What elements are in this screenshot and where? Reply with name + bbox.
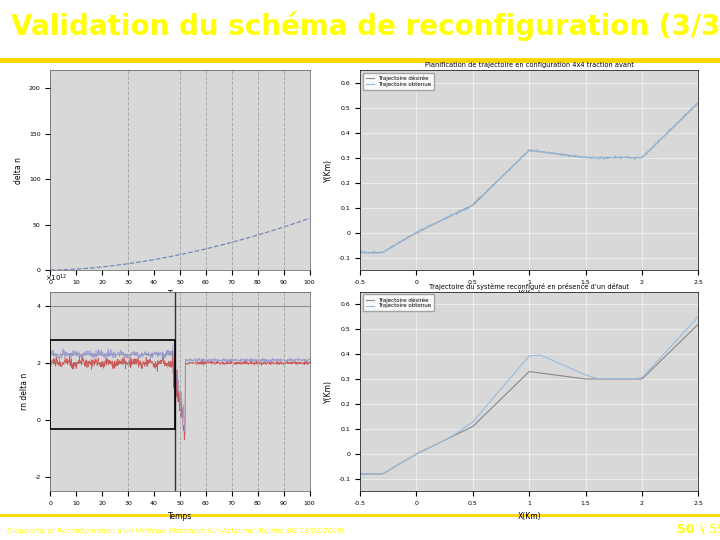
Text: \: \	[700, 523, 704, 536]
Legend: Trajectoire désirée, Trajectoire obtenue: Trajectoire désirée, Trajectoire obtenue	[363, 294, 434, 311]
Legend: Trajectoire désirée, Trajectoire obtenue: Trajectoire désirée, Trajectoire obtenue	[363, 73, 434, 90]
X-axis label: X(Km): X(Km)	[518, 291, 541, 299]
Title: Trajectoire du système reconfiguré en présence d’un défaut: Trajectoire du système reconfiguré en pr…	[429, 283, 629, 290]
X-axis label: Temps: Temps	[168, 512, 192, 521]
Y-axis label: Y(Km): Y(Km)	[324, 380, 333, 403]
Bar	[50, 340, 175, 429]
Y-axis label: rn delta n: rn delta n	[20, 373, 29, 410]
Y-axis label: Y(Km): Y(Km)	[324, 159, 333, 181]
X-axis label: X(Km): X(Km)	[518, 512, 541, 521]
Text: 50: 50	[678, 523, 695, 536]
X-axis label: Temps: Temps	[168, 291, 192, 299]
Title: Planification de trajectoire en configuration 4x4 traction avant: Planification de trajectoire en configur…	[425, 63, 634, 69]
Text: Validation du schéma de reconfiguration (3/3): Validation du schéma de reconfiguration …	[11, 12, 720, 41]
Text: Diagnostic et Reconfiguration d’un Véhicule Electrique Sur-Actionné (Equipe BG 1: Diagnostic et Reconfiguration d’un Véhic…	[7, 526, 344, 534]
Text: $\times 10^{12}$: $\times 10^{12}$	[45, 273, 68, 284]
Y-axis label: delta n: delta n	[14, 157, 23, 184]
Text: 55: 55	[709, 523, 720, 536]
